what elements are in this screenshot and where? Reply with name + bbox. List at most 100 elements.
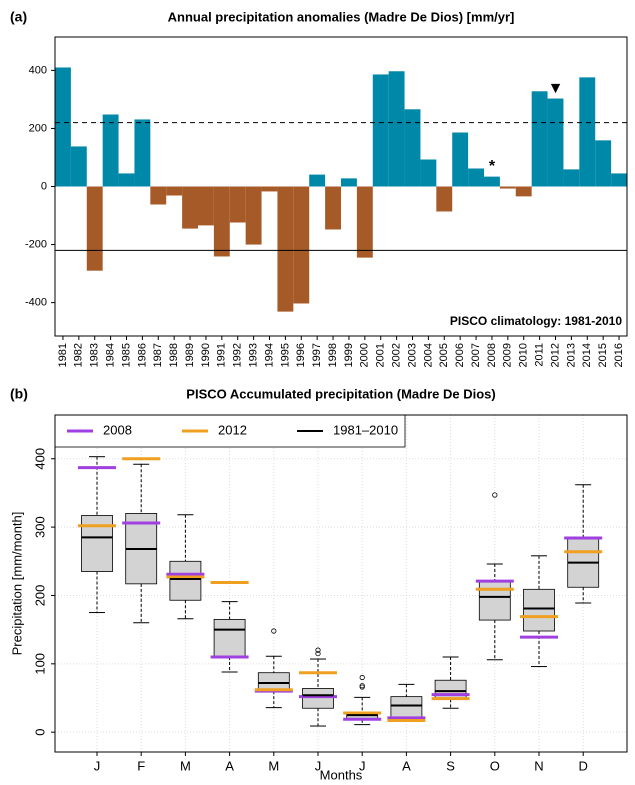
x-tick-label: 1988 (168, 343, 180, 367)
bar (356, 186, 373, 258)
x-tick-label: 1999 (343, 343, 355, 367)
note: PISCO climatology: 1981-2010 (450, 314, 622, 328)
x-tick-label: 1983 (89, 343, 101, 367)
y-tick-label: 300 (32, 516, 47, 538)
bar (198, 186, 214, 226)
box (81, 515, 113, 572)
bar (499, 186, 516, 189)
bar (70, 146, 87, 187)
x-tick-label: 1986 (136, 343, 148, 367)
x-tick-label: 1996 (295, 343, 307, 367)
x-tick-label: 2010 (518, 343, 530, 367)
x-tick-label: M (180, 758, 191, 773)
x-tick-label: J (359, 758, 366, 773)
x-tick-label: 1995 (279, 343, 291, 367)
bar (515, 186, 532, 197)
box (523, 588, 555, 632)
bar (611, 173, 627, 187)
x-tick-label: 2005 (438, 343, 450, 367)
y-tick-label: 400 (32, 448, 47, 470)
bar (213, 186, 230, 257)
outlier (359, 683, 365, 689)
annotation: * (489, 158, 496, 175)
bar (86, 186, 103, 271)
bar (166, 186, 183, 196)
x-tick-label: J (94, 758, 101, 773)
x-tick-label: 1987 (152, 343, 164, 367)
bar (261, 186, 278, 192)
x-tick-label: 1997 (311, 343, 323, 367)
bar (372, 74, 389, 187)
x-tick-label: A (225, 758, 234, 773)
x-tick-label: 1985 (120, 343, 132, 367)
y-tick-label: -400 (25, 297, 47, 309)
bar (579, 77, 596, 187)
x-tick-label: 2002 (391, 343, 403, 367)
y-axis-label: Precipitation [mm/month] (9, 512, 24, 656)
x-tick-label: 2016 (613, 343, 625, 367)
x-tick-label: 2009 (502, 343, 514, 367)
x-tick-label: 2007 (470, 343, 482, 367)
outlier (315, 650, 321, 657)
x-tick-label: N (534, 758, 543, 773)
box (213, 618, 246, 658)
bar (388, 71, 405, 187)
x-tick-label: A (402, 758, 411, 773)
y-tick-label: 100 (32, 653, 47, 675)
bar (182, 186, 198, 229)
bar (118, 173, 135, 187)
x-tick-label: 2011 (534, 343, 546, 367)
box (302, 688, 334, 709)
bar (325, 186, 341, 230)
bar (547, 98, 564, 187)
bar (341, 178, 357, 187)
outlier (492, 492, 498, 498)
x-tick-label: D (579, 758, 588, 773)
outlier (315, 647, 321, 653)
bar (229, 186, 246, 223)
bar (531, 91, 548, 187)
outlier (271, 628, 277, 634)
bar (55, 67, 71, 187)
y-tick-label: -200 (25, 238, 47, 250)
x-tick-label: 2012 (549, 343, 561, 367)
y-tick-label: 0 (32, 729, 47, 736)
x-tick-label: 1994 (263, 343, 275, 367)
bar (484, 176, 500, 187)
bar (134, 119, 151, 187)
legend-label: 2008 (103, 422, 132, 437)
box (434, 679, 467, 700)
y-tick-label: 400 (29, 64, 47, 76)
x-tick-label: 2000 (359, 343, 371, 367)
bar (595, 140, 612, 187)
box (169, 560, 202, 601)
x-tick-label: 1982 (73, 343, 85, 367)
x-tick-label: 2003 (406, 343, 418, 367)
bar (102, 114, 119, 187)
box (478, 581, 511, 621)
bar (245, 186, 262, 245)
x-tick-label: 1984 (105, 343, 117, 367)
bar (293, 186, 310, 304)
bar (468, 168, 484, 187)
bar (277, 186, 294, 312)
legend-label: 1981–2010 (333, 422, 398, 437)
y-tick-label: 0 (41, 180, 47, 192)
x-tick-label: 2015 (597, 343, 609, 367)
x-tick-label: 2001 (375, 343, 387, 367)
x-tick-label: M (268, 758, 279, 773)
x-axis-label: Months (320, 767, 363, 782)
chart-title: Annual precipitation anomalies (Madre De… (168, 9, 515, 24)
bar (563, 169, 580, 187)
annotation: ▼ (548, 80, 564, 97)
x-tick-label: 1990 (200, 343, 212, 367)
legend-box (54, 414, 406, 448)
x-tick-label: S (446, 758, 455, 773)
bar (436, 186, 453, 212)
bar (420, 159, 437, 187)
plot-frame (54, 36, 628, 337)
x-tick-label: F (137, 758, 145, 773)
x-tick-label: O (490, 758, 500, 773)
